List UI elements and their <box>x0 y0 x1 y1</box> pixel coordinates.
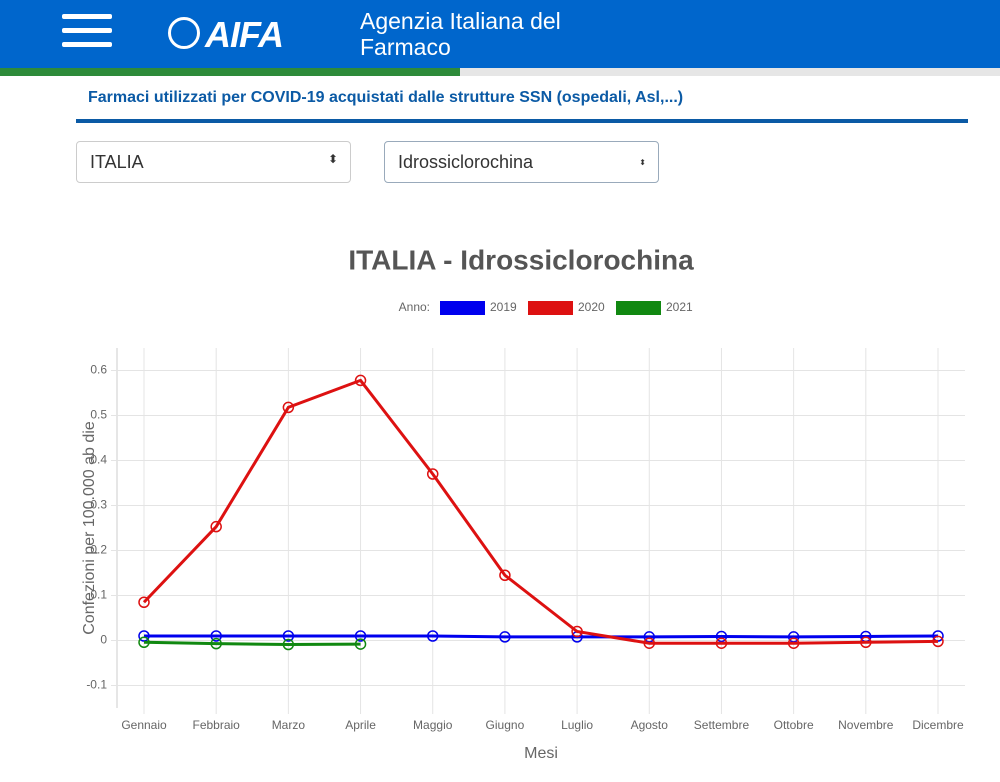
line <box>143 640 361 647</box>
select[interactable]: Idrossiclorochina ⬍ <box>384 141 659 183</box>
menu-icon[interactable] <box>62 42 112 47</box>
stripe <box>460 68 1000 76</box>
x-tick-label: Aprile <box>345 718 376 732</box>
x-tick-label: Settembre <box>694 718 750 732</box>
y-axis-label: Confezioni per 100.000 ab die <box>81 421 98 635</box>
x-tick-label: Agosto <box>631 718 669 732</box>
y-tick-label: 0.3 <box>90 498 107 512</box>
point <box>354 630 367 642</box>
select-value: Idrossiclorochina <box>398 152 534 172</box>
menu-icon[interactable] <box>62 28 112 33</box>
point <box>860 636 872 649</box>
point <box>643 637 656 649</box>
point <box>282 401 295 414</box>
legend-swatch <box>616 301 661 315</box>
logo[interactable]: AIFA <box>205 14 284 55</box>
site-title: Agenzia Italiana del Farmaco <box>360 8 561 60</box>
select-value: ITALIA <box>90 152 144 172</box>
point <box>138 596 150 608</box>
legend-swatch <box>440 301 485 315</box>
point <box>715 637 728 649</box>
line <box>142 378 939 645</box>
legend-title: Anno: <box>399 300 430 314</box>
point <box>932 635 944 648</box>
point <box>499 569 511 581</box>
point <box>138 630 150 642</box>
point <box>138 636 150 649</box>
x-axis-label: Mesi <box>524 745 558 762</box>
x-tick-label: Gennaio <box>121 718 167 732</box>
chart: ITALIA - Idrossiclorochina Anno: 2019 2020 2… <box>81 244 965 762</box>
point <box>426 630 439 642</box>
rule <box>76 119 968 123</box>
point <box>426 468 439 480</box>
legend-label: 2019 <box>490 300 517 314</box>
y-tick-label: 0.4 <box>90 453 107 467</box>
legend-label: 2021 <box>666 300 693 314</box>
point <box>282 630 295 642</box>
line <box>144 634 939 639</box>
x-tick-label: Ottobre <box>774 718 814 732</box>
menu-icon[interactable] <box>62 14 112 19</box>
y-tick-label: 0.5 <box>90 408 107 422</box>
stripe <box>0 68 460 76</box>
point <box>210 637 222 650</box>
legend-swatch <box>528 301 573 315</box>
seal-icon <box>168 17 200 49</box>
point <box>354 374 367 387</box>
point <box>354 638 367 650</box>
x-tick-label: Maggio <box>413 718 453 732</box>
x-tick-label: Novembre <box>838 718 894 732</box>
x-tick-label: Luglio <box>561 718 593 732</box>
x-tick-label: Febbraio <box>192 718 240 732</box>
point <box>715 630 728 643</box>
legend-label: 2020 <box>578 300 605 314</box>
header: AIFA Agenzia Italiana del Farmaco <box>0 0 1000 68</box>
y-tick-label: 0 <box>100 633 107 647</box>
y-tick-label: 0.2 <box>90 543 107 557</box>
select[interactable]: ITALIA ⬍ <box>76 141 351 183</box>
point <box>210 520 222 533</box>
point <box>499 631 511 643</box>
y-tick-label: 0.1 <box>90 588 107 602</box>
y-tick-label: -0.1 <box>86 678 107 692</box>
point <box>282 638 295 651</box>
arrow: ⬍ <box>327 152 338 166</box>
title-line: Agenzia Italiana del <box>360 8 561 34</box>
title-line: Farmaco <box>360 34 451 60</box>
x-tick-label: Giugno <box>486 718 525 732</box>
subtitle: Farmaci utilizzati per COVID-19 acquista… <box>88 89 684 106</box>
point <box>210 630 222 642</box>
chart-title: ITALIA - Idrossiclorochina <box>348 244 694 275</box>
point <box>932 630 944 642</box>
point <box>571 625 583 638</box>
x-tick-label: Marzo <box>272 718 306 732</box>
x-tick-label: Dicembre <box>912 718 964 732</box>
y-tick-label: 0.6 <box>90 363 107 377</box>
arrow: ⬍ <box>639 158 646 167</box>
point <box>787 637 800 649</box>
